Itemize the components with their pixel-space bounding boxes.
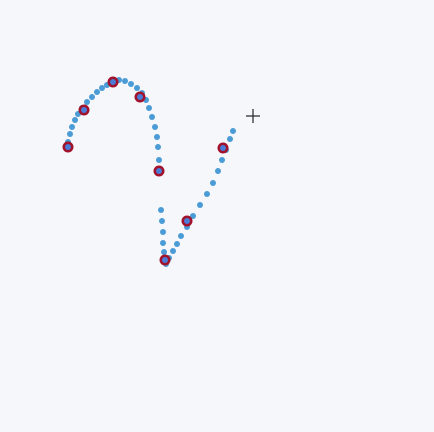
stroke-keypoint[interactable] bbox=[181, 215, 193, 227]
stroke-dot bbox=[219, 157, 225, 163]
stroke-dot bbox=[197, 202, 203, 208]
stroke-dot bbox=[122, 78, 128, 84]
stroke-dot bbox=[178, 233, 184, 239]
stroke-dot bbox=[158, 207, 164, 213]
stroke-dot bbox=[128, 81, 134, 87]
stroke-keypoints bbox=[62, 76, 229, 266]
stroke-dot bbox=[99, 85, 105, 91]
stroke-dot bbox=[152, 124, 158, 130]
stroke-dot bbox=[155, 144, 161, 150]
stroke-dot bbox=[146, 105, 152, 111]
stroke-dot bbox=[149, 114, 155, 120]
stroke-dot bbox=[67, 131, 73, 137]
crosshair-cursor-icon bbox=[246, 109, 260, 123]
stroke-dot bbox=[134, 85, 140, 91]
stroke-keypoint[interactable] bbox=[217, 142, 229, 154]
stroke-dot bbox=[160, 240, 166, 246]
stroke-dot bbox=[215, 168, 221, 174]
stroke-dot bbox=[170, 248, 176, 254]
stroke-dot bbox=[230, 128, 236, 134]
stroke-dot bbox=[84, 99, 90, 105]
stroke-keypoint[interactable] bbox=[153, 165, 165, 177]
stroke-dot bbox=[174, 241, 180, 247]
stroke-keypoint[interactable] bbox=[78, 104, 90, 116]
stroke-dot bbox=[72, 117, 78, 123]
stroke-keypoint[interactable] bbox=[159, 254, 171, 266]
stroke-dot bbox=[69, 124, 75, 130]
stroke-dot bbox=[227, 136, 233, 142]
stroke-dot bbox=[89, 94, 95, 100]
stroke-keypoint[interactable] bbox=[62, 141, 74, 153]
stroke-dot bbox=[160, 229, 166, 235]
stroke-path bbox=[65, 77, 236, 267]
stroke-keypoint[interactable] bbox=[134, 91, 146, 103]
stroke-dot bbox=[159, 218, 165, 224]
stroke-dot bbox=[94, 89, 100, 95]
stroke-dot bbox=[156, 157, 162, 163]
stroke-dot bbox=[210, 180, 216, 186]
stroke-dot bbox=[161, 249, 167, 255]
stroke-dot bbox=[154, 134, 160, 140]
stroke-dot bbox=[204, 191, 210, 197]
stroke-keypoint[interactable] bbox=[107, 76, 119, 88]
stroke-dot bbox=[190, 213, 196, 219]
